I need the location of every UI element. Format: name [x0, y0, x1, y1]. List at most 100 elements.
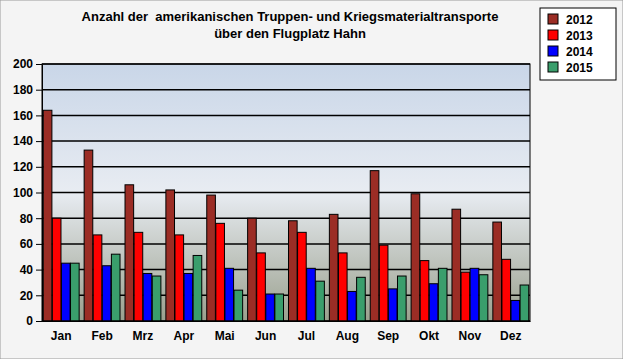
plot: 0 20 40 60 80 100 120 140 160 180 200 Jan Feb Mrz Apr M…: [13, 57, 531, 342]
tick: Okt: [419, 321, 439, 343]
grid-line: [42, 192, 530, 194]
bar: [134, 232, 143, 321]
tick-label: 200: [13, 57, 33, 71]
tick-mark: [36, 141, 42, 142]
tick-mark: [36, 321, 42, 322]
tick-label: Jan: [51, 329, 72, 343]
tick-label: 80: [20, 212, 34, 226]
bar: [52, 218, 61, 321]
grid-line: [42, 166, 530, 168]
bar: [175, 235, 184, 321]
bar: [329, 214, 338, 321]
tick: 100: [13, 186, 42, 200]
tick-label: Mai: [215, 329, 235, 343]
bar: [152, 276, 161, 321]
bar: [207, 195, 216, 321]
series: [61, 263, 519, 321]
bar: [493, 222, 502, 321]
legend-label: 2013: [566, 29, 593, 43]
bar: [316, 281, 325, 321]
tick: Nov: [459, 321, 482, 343]
bar: [288, 221, 297, 321]
bar: [411, 194, 420, 321]
tick-label: 120: [13, 160, 33, 174]
legend-swatch: [548, 46, 558, 56]
chart: 0 20 40 60 80 100 120 140 160 180 200 Jan Feb Mrz Apr M…: [0, 0, 623, 359]
bar: [248, 218, 257, 321]
title-line: Anzahl der amerikanischen Truppen- und K…: [82, 9, 499, 24]
tick-label: Aug: [336, 329, 359, 343]
tick: 60: [20, 237, 42, 251]
tick: Feb: [91, 321, 112, 343]
tick: 40: [20, 263, 42, 277]
tick-label: 0: [26, 314, 33, 328]
bar: [61, 263, 70, 321]
bar: [43, 110, 52, 321]
legend: 2012201320142015: [540, 8, 616, 80]
tick-label: 20: [20, 289, 34, 303]
grid: [42, 64, 530, 321]
tick: 0: [26, 314, 42, 328]
bar: [216, 223, 225, 321]
bar: [338, 253, 347, 321]
bar: [452, 209, 461, 321]
tick: 120: [13, 160, 42, 174]
tick: Mai: [215, 321, 235, 343]
tick-label: Apr: [173, 329, 194, 343]
bar: [166, 190, 175, 321]
tick: Dez: [500, 321, 521, 343]
bar: [84, 150, 93, 321]
tick: 160: [13, 109, 42, 123]
bar: [438, 268, 447, 321]
tick-label: Dez: [500, 329, 521, 343]
bar: [357, 277, 366, 321]
tick-label: Sep: [377, 329, 399, 343]
tick: Jan: [51, 321, 72, 343]
tick-label: 100: [13, 186, 33, 200]
tick: Sep: [377, 321, 399, 343]
tick-mark: [36, 167, 42, 168]
bar: [102, 266, 111, 321]
bar: [429, 284, 438, 321]
bar: [93, 235, 102, 321]
legend-label: 2015: [566, 61, 593, 75]
tick-label: 140: [13, 134, 33, 148]
tick-label: Nov: [459, 329, 482, 343]
tick-mark: [36, 218, 42, 219]
tick-label: Feb: [91, 329, 112, 343]
bar: [520, 285, 529, 321]
bar: [143, 273, 152, 321]
bar: [257, 253, 266, 321]
tick-label: Jun: [255, 329, 276, 343]
bar: [502, 259, 511, 321]
tick: Jul: [298, 321, 315, 343]
tick: Aug: [336, 321, 359, 343]
tick-label: 40: [20, 263, 34, 277]
tick-mark: [36, 193, 42, 194]
tick-label: 180: [13, 83, 33, 97]
tick-mark: [36, 64, 42, 65]
tick: 80: [20, 212, 42, 226]
tick-mark: [36, 270, 42, 271]
tick-label: Jul: [298, 329, 315, 343]
legend-swatch: [548, 62, 558, 72]
grid-line: [42, 140, 530, 142]
tick-mark: [36, 90, 42, 91]
bar: [348, 291, 357, 321]
tick-mark: [36, 244, 42, 245]
bar: [71, 263, 80, 321]
x-axis: Jan Feb Mrz Apr Mai Jun Jul Aug Sep Okt Nov Dez: [43, 321, 531, 343]
tick: 200: [13, 57, 42, 71]
bar: [388, 289, 397, 321]
bar: [511, 300, 520, 321]
tick: 180: [13, 83, 42, 97]
tick: Mrz: [133, 321, 154, 343]
series: [71, 254, 529, 321]
legend-item: 2012: [548, 13, 593, 27]
bar: [298, 232, 307, 321]
background: [0, 0, 623, 359]
tick-mark: [36, 295, 42, 296]
tick: Jun: [255, 321, 276, 343]
title: Anzahl der amerikanischen Truppen- und K…: [82, 9, 499, 41]
tick: 140: [13, 134, 42, 148]
